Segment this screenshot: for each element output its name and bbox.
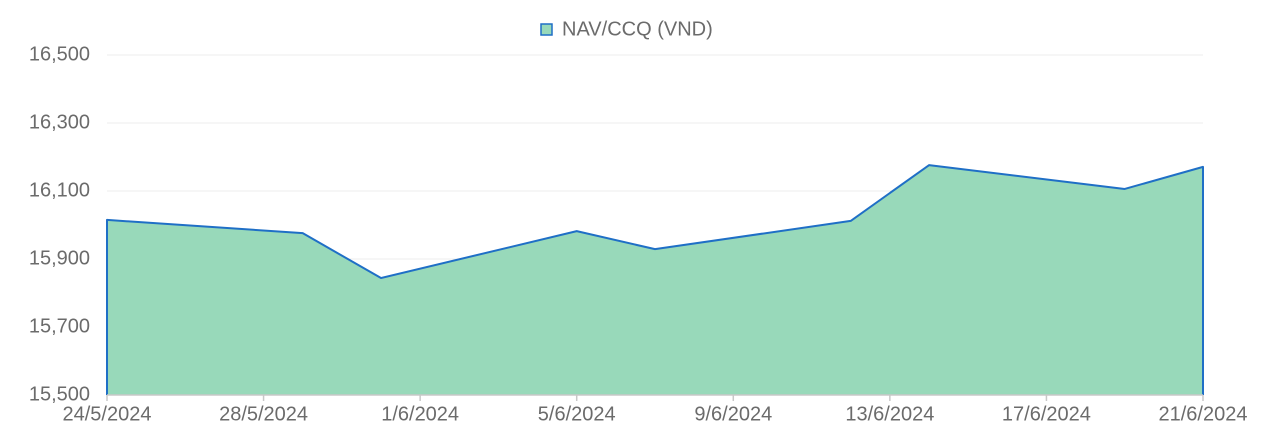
y-tick-label: 15,500 bbox=[29, 383, 90, 405]
x-tick-label: 9/6/2024 bbox=[694, 403, 772, 425]
y-tick-label: 16,500 bbox=[29, 43, 90, 65]
x-tick-label: 28/5/2024 bbox=[219, 403, 308, 425]
y-tick-label: 15,900 bbox=[29, 247, 90, 269]
x-tick-label: 13/6/2024 bbox=[845, 403, 934, 425]
y-tick-label: 16,100 bbox=[29, 179, 90, 201]
x-tick-label: 21/6/2024 bbox=[1159, 403, 1248, 425]
y-tick-label: 15,700 bbox=[29, 315, 90, 337]
x-tick-label: 5/6/2024 bbox=[538, 403, 616, 425]
area-fill bbox=[107, 165, 1203, 395]
x-tick-label: 17/6/2024 bbox=[1002, 403, 1091, 425]
legend-label: NAV/CCQ (VND) bbox=[562, 18, 713, 40]
y-tick-label: 16,300 bbox=[29, 111, 90, 133]
x-tick-label: 24/5/2024 bbox=[63, 403, 152, 425]
area-line bbox=[106, 164, 1204, 395]
legend-marker bbox=[540, 23, 553, 36]
x-tick-label: 1/6/2024 bbox=[381, 403, 459, 425]
